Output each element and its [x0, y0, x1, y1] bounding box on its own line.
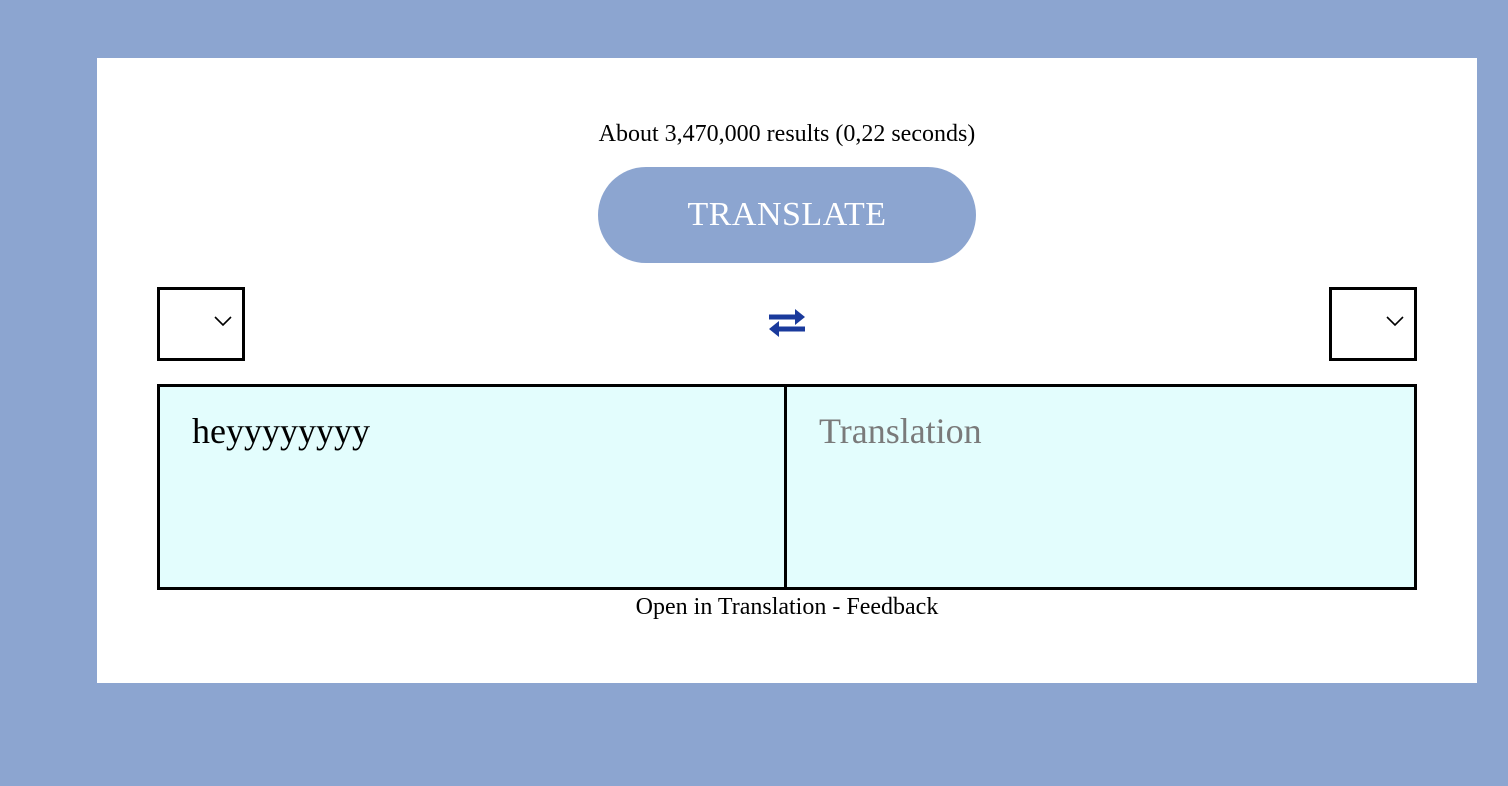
translate-widget-card: About 3,470,000 results (0,22 seconds) T…	[97, 58, 1477, 683]
swap-languages-icon[interactable]	[765, 306, 809, 340]
feedback-link[interactable]: Feedback	[846, 594, 939, 620]
open-in-translation-link[interactable]: Open in Translation	[635, 594, 827, 620]
target-language-select[interactable]	[1329, 287, 1417, 361]
translation-footer: Open in Translation - Feedback	[97, 592, 1477, 622]
footer-separator: -	[826, 594, 847, 620]
results-count: About 3,470,000 results (0,22 seconds)	[598, 121, 976, 147]
chevron-down-icon	[214, 316, 232, 327]
translate-button[interactable]: TRANSLATE	[598, 167, 976, 263]
source-language-select[interactable]	[157, 287, 245, 361]
source-text-area[interactable]: heyyyyyyyy	[160, 387, 787, 587]
translation-output: Translation	[819, 411, 982, 451]
translation-panels: heyyyyyyyy Translation	[157, 384, 1417, 590]
chevron-down-icon	[1386, 316, 1404, 327]
